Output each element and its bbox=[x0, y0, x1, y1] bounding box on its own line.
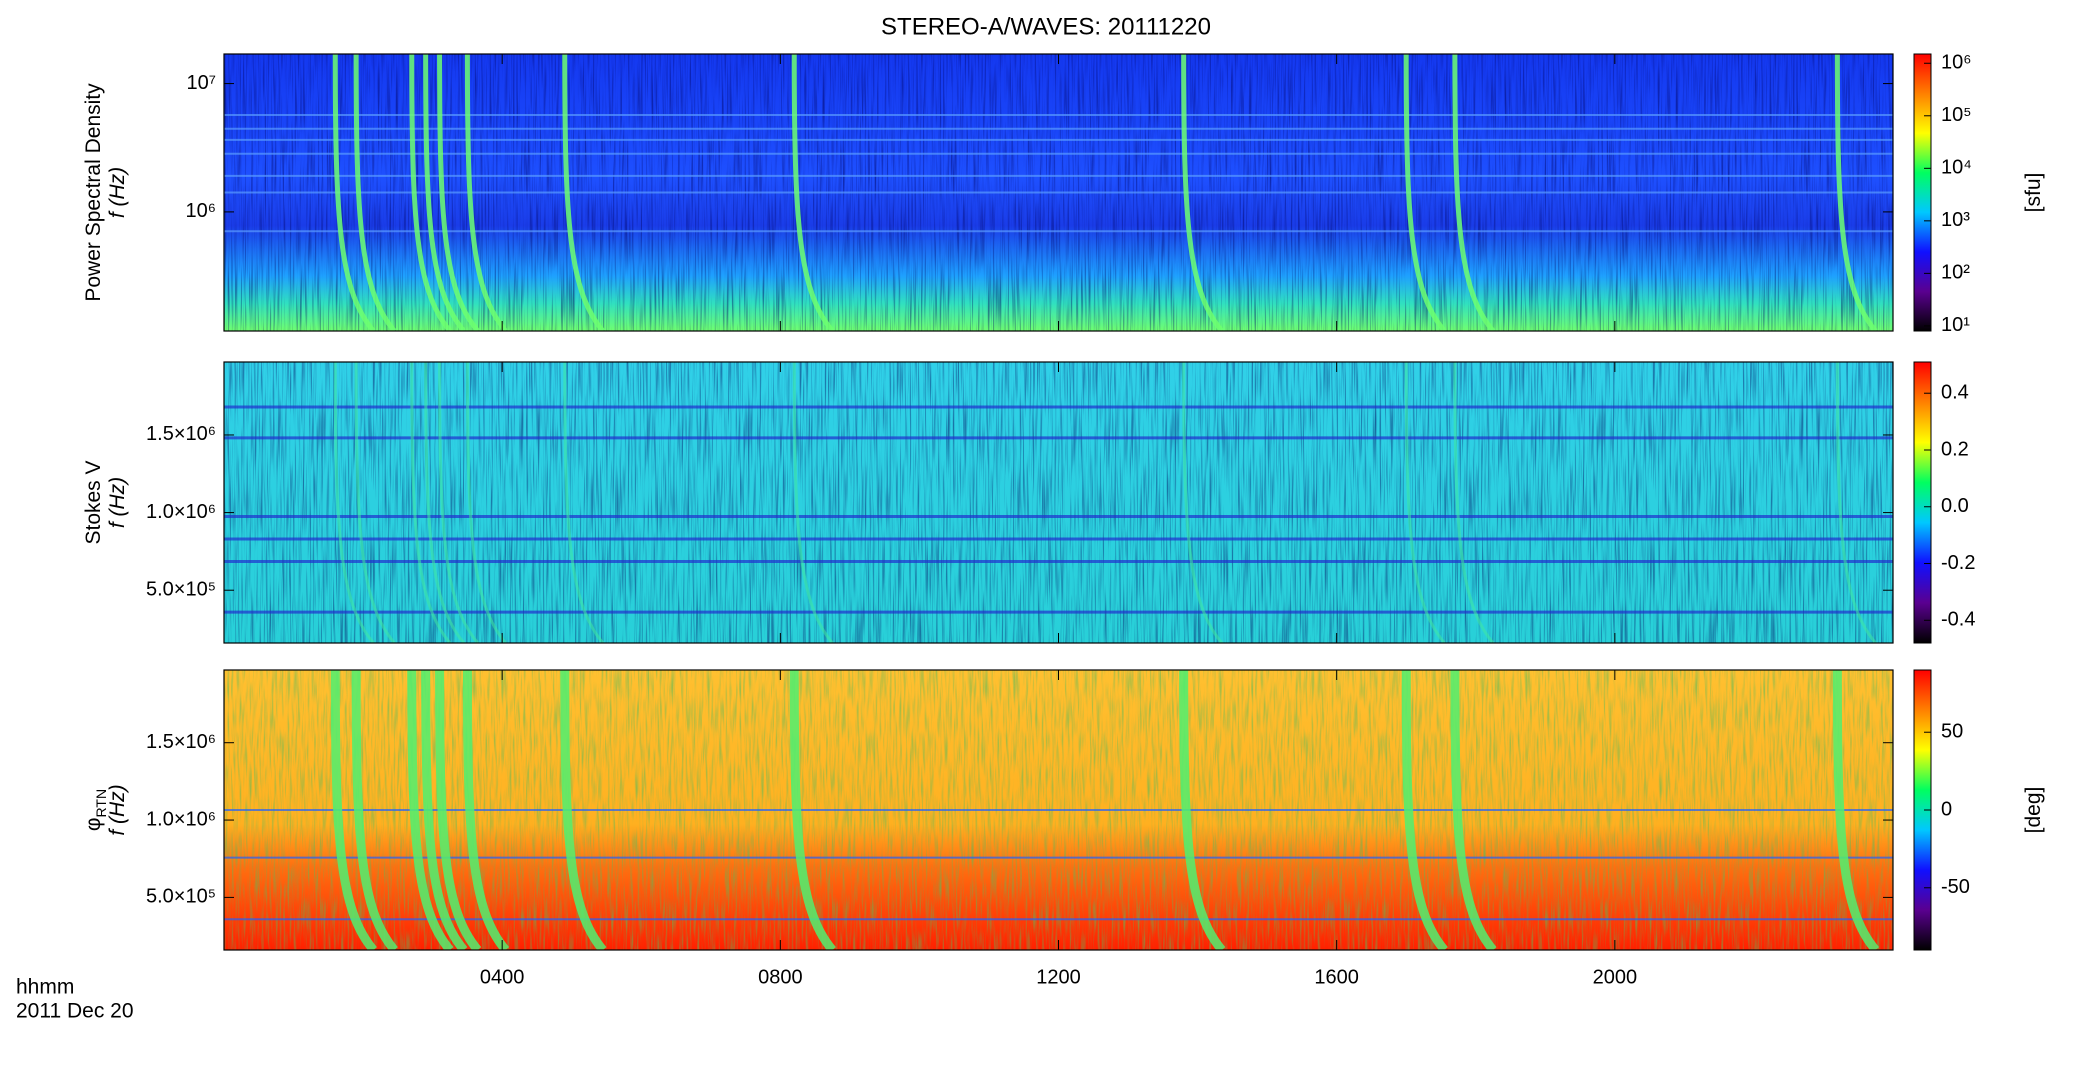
y-tick-label: 5.0×10⁵ bbox=[146, 578, 216, 600]
panel: 5.0×10⁵ 1.0×10⁶ 1.5×10⁶ 0400 0800 1200 1600 200… bbox=[82, 669, 2045, 988]
y-axis-label-main: Power Spectral Density bbox=[82, 83, 105, 302]
colorbar-tick-label: -50 bbox=[1941, 876, 1970, 898]
y-tick-label: 1.5×10⁶ bbox=[146, 731, 216, 753]
radio-burst bbox=[789, 670, 836, 950]
radio-burst bbox=[1403, 54, 1447, 331]
colorbar-tick-label: 10³ bbox=[1941, 209, 1970, 231]
y-axis-label-unit: f (Hz) bbox=[106, 477, 129, 528]
y-axis-label: φRTN bbox=[82, 789, 109, 831]
y-tick-label: 10⁷ bbox=[187, 72, 216, 94]
spectrogram-texture bbox=[224, 362, 1893, 643]
colorbar-tick-label: 0.0 bbox=[1941, 495, 1969, 517]
x-tick-label: 1600 bbox=[1314, 966, 1359, 988]
radio-burst bbox=[410, 362, 452, 643]
colorbar-tick-label: 50 bbox=[1941, 721, 1963, 743]
radio-burst bbox=[421, 670, 468, 950]
date-label: 2011 Dec 20 bbox=[16, 1000, 134, 1023]
colorbar-tick-label: 0 bbox=[1941, 798, 1952, 820]
radio-burst bbox=[407, 670, 454, 950]
radio-burst bbox=[791, 54, 835, 331]
x-tick-label: 2000 bbox=[1593, 966, 1638, 988]
radio-burst bbox=[560, 670, 607, 950]
radio-burst bbox=[1404, 362, 1446, 643]
radio-burst bbox=[437, 54, 480, 331]
radio-burst bbox=[462, 670, 510, 950]
y-axis-label-main: φ bbox=[82, 817, 105, 831]
spectrogram bbox=[224, 670, 1893, 950]
colorbar-tick-label: 10² bbox=[1941, 262, 1970, 284]
colorbar-tick-label: 0.4 bbox=[1941, 382, 1969, 404]
radio-burst bbox=[438, 362, 479, 643]
radio-burst bbox=[1179, 670, 1226, 950]
colorbar bbox=[1913, 53, 1932, 332]
spectrogram bbox=[224, 362, 1893, 643]
panel: 10⁶ 10⁷ Power Spectral Density f (Hz) 10¹ 10²… bbox=[82, 52, 2045, 337]
colorbar-tick-label: -0.4 bbox=[1941, 609, 1975, 631]
colorbar-tick-label: 0.2 bbox=[1941, 438, 1969, 460]
radio-burst bbox=[435, 670, 482, 950]
colorbar-tick-label: 10⁵ bbox=[1941, 104, 1972, 126]
radio-burst bbox=[464, 54, 508, 331]
y-tick-label: 5.0×10⁵ bbox=[146, 886, 216, 908]
radio-burst bbox=[409, 54, 452, 331]
colorbar-tick-label: 10¹ bbox=[1941, 314, 1970, 336]
radio-burst bbox=[1181, 54, 1224, 331]
colorbar-tick-label: 10⁶ bbox=[1941, 52, 1971, 74]
y-axis-label-main: Stokes V bbox=[82, 460, 105, 544]
radio-burst bbox=[1452, 54, 1496, 331]
radio-burst bbox=[333, 362, 375, 643]
spectrogram bbox=[224, 54, 1893, 331]
radio-burst bbox=[465, 362, 507, 643]
radio-burst bbox=[353, 54, 397, 331]
colorbar-label: [deg] bbox=[2022, 787, 2045, 834]
radio-burst bbox=[563, 362, 605, 643]
radio-burst bbox=[1401, 670, 1448, 950]
x-tick-label: 0800 bbox=[758, 966, 803, 988]
radio-burst bbox=[1832, 670, 1880, 950]
radio-burst bbox=[423, 54, 466, 331]
radio-burst bbox=[1450, 670, 1497, 950]
radio-burst bbox=[1453, 362, 1495, 643]
y-tick-label: 1.5×10⁶ bbox=[146, 423, 216, 445]
x-tick-label: 0400 bbox=[480, 966, 525, 988]
y-axis-label: Power Spectral Density bbox=[82, 83, 105, 302]
colorbar-tick-label: 10⁴ bbox=[1941, 157, 1972, 179]
radio-burst bbox=[351, 670, 398, 950]
colorbar-label: [sfu] bbox=[2022, 173, 2045, 213]
radio-burst bbox=[1834, 54, 1878, 331]
y-axis-label-unit: f (Hz) bbox=[106, 784, 129, 835]
y-axis-label: Stokes V bbox=[82, 460, 105, 544]
y-tick-label: 1.0×10⁶ bbox=[146, 808, 216, 830]
radio-burst bbox=[1835, 362, 1877, 643]
radio-burst bbox=[354, 362, 396, 643]
radio-burst bbox=[792, 362, 834, 643]
x-axis-label: hhmm bbox=[16, 976, 74, 999]
chart-title: STEREO-A/WAVES: 20111220 bbox=[881, 13, 1211, 40]
x-tick-label: 1200 bbox=[1036, 966, 1081, 988]
y-tick-label: 10⁶ bbox=[186, 200, 216, 222]
colorbar-tick-label: -0.2 bbox=[1941, 552, 1975, 574]
radio-burst bbox=[332, 54, 376, 331]
y-tick-label: 1.0×10⁶ bbox=[146, 501, 216, 523]
radio-burst bbox=[330, 670, 377, 950]
radio-burst bbox=[562, 54, 605, 331]
colorbar bbox=[1913, 361, 1932, 644]
radio-burst bbox=[1182, 362, 1224, 643]
y-axis-label-unit: f (Hz) bbox=[106, 167, 129, 218]
radio-burst bbox=[424, 362, 466, 643]
y-axis-label-sub: RTN bbox=[93, 789, 109, 818]
